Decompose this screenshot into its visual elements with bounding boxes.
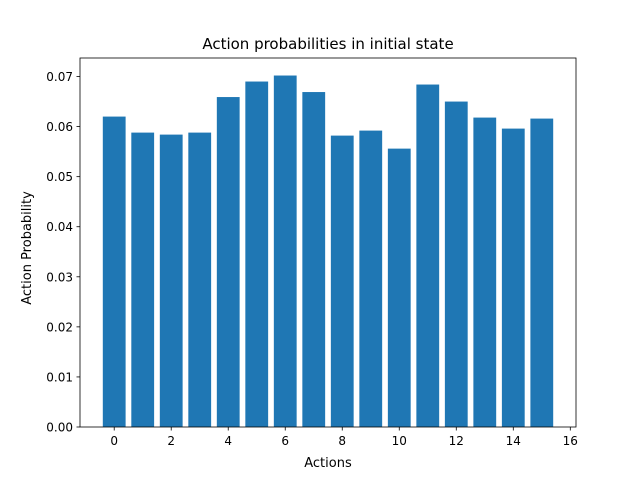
x-tick-label: 10 <box>392 434 407 448</box>
x-tick-label: 8 <box>338 434 346 448</box>
bar-action-5 <box>245 81 269 427</box>
bar-action-4 <box>216 97 240 427</box>
x-tick-label: 12 <box>449 434 464 448</box>
bar-action-13 <box>473 117 497 427</box>
x-tick-label: 16 <box>563 434 578 448</box>
bar-action-2 <box>159 134 183 427</box>
y-tick-label: 0.03 <box>46 270 73 284</box>
y-tick-label: 0.00 <box>46 421 73 435</box>
x-tick-label: 6 <box>281 434 289 448</box>
y-tick-label: 0.04 <box>46 220 73 234</box>
x-axis-label: Actions <box>304 456 352 471</box>
bar-action-3 <box>188 132 212 428</box>
y-tick-label: 0.07 <box>46 70 73 84</box>
bar-action-1 <box>131 132 155 428</box>
y-tick-label: 0.06 <box>46 120 73 134</box>
bar-action-15 <box>530 118 554 427</box>
bar-action-11 <box>416 84 440 428</box>
bar-action-14 <box>501 128 525 428</box>
bar-action-12 <box>444 101 468 427</box>
bar-action-10 <box>387 148 411 427</box>
x-tick-label: 0 <box>110 434 118 448</box>
y-tick-label: 0.02 <box>46 320 73 334</box>
x-tick-label: 4 <box>224 434 232 448</box>
y-axis-label: Action Probability <box>20 191 35 305</box>
bar-action-6 <box>273 75 297 427</box>
y-tick-label: 0.01 <box>46 370 73 384</box>
bar-action-7 <box>302 92 326 427</box>
bar-action-8 <box>330 135 354 427</box>
bar-action-9 <box>359 130 383 427</box>
chart-title: Action probabilities in initial state <box>202 35 453 53</box>
y-axis-ticks: 0.00 0.01 0.02 0.03 0.04 0.05 0.06 0.07 <box>46 70 80 435</box>
x-axis-ticks: 0 2 4 6 8 10 12 14 16 <box>110 427 578 448</box>
x-tick-label: 14 <box>506 434 521 448</box>
bars-group <box>102 75 554 428</box>
plot-frame <box>79 57 577 428</box>
y-tick-label: 0.05 <box>46 170 73 184</box>
x-tick-label: 2 <box>167 434 175 448</box>
bar-action-0 <box>102 116 126 427</box>
